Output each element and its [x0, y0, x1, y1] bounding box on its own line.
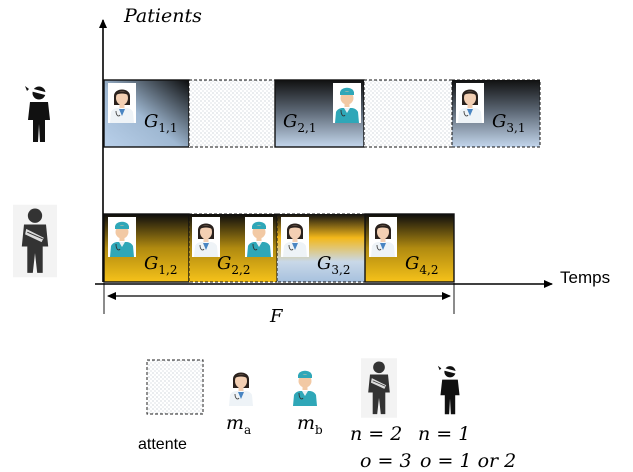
- task-block: G1,1: [103, 79, 190, 148]
- task-label: G1,2: [144, 253, 177, 277]
- legend-patient2-n: n = 2: [350, 423, 402, 445]
- task-label: G4,2: [405, 253, 438, 277]
- task-label: G1,1: [144, 111, 177, 135]
- legend-doctor-b: mb: [297, 412, 323, 437]
- task-label: G3,2: [317, 253, 350, 277]
- legend-wait-swatch: [146, 359, 204, 415]
- legend-doctor-b-icon: [291, 366, 319, 406]
- patient-bandaged-icon: [25, 86, 50, 142]
- x-axis-label: Temps: [560, 268, 610, 287]
- task-label: G3,1: [492, 111, 525, 135]
- y-axis-label: Patients: [123, 5, 202, 27]
- wait-block: [363, 79, 453, 148]
- task-label: G2,2: [217, 253, 250, 277]
- doctor-man-icon: [333, 83, 361, 123]
- legend-patient1-n: n = 1: [418, 423, 470, 445]
- doctor-woman-icon: [369, 217, 397, 257]
- task-block: G1,2: [103, 213, 190, 283]
- doctor-man-icon: [108, 217, 136, 257]
- span-label: F: [269, 306, 284, 327]
- legend-patient1-o: o = 1 or 2: [420, 450, 516, 472]
- patient-1-row: G1,1 G2,1 G3,1: [103, 79, 541, 148]
- doctor-woman-icon: [281, 217, 309, 257]
- legend-doctor-a-icon: [227, 366, 255, 406]
- wait-block: [188, 79, 276, 148]
- task-block: G2,1: [274, 79, 365, 148]
- doctor-woman-icon: [456, 83, 484, 123]
- task-block: G2,2: [188, 213, 278, 283]
- patient-sling-icon: [13, 204, 57, 278]
- legend-wait-label: attente: [138, 436, 187, 453]
- task-label: G2,1: [283, 111, 316, 135]
- task-block: G4,2: [364, 213, 455, 283]
- legend-doctor-a: ma: [226, 412, 251, 437]
- legend-patient2-o: o = 3: [360, 450, 412, 472]
- doctor-man-icon: [245, 217, 273, 257]
- legend: attente ma mb n = 2 n = 1 o = 3 o = 1 or…: [138, 358, 516, 472]
- doctor-woman-icon: [108, 83, 136, 123]
- task-block: G3,2: [276, 213, 366, 283]
- task-rect: [188, 79, 276, 148]
- legend-patient-bandaged-icon: [437, 365, 460, 415]
- task-block: G3,1: [451, 79, 541, 148]
- task-rect: [363, 79, 453, 148]
- patient-2-row: G1,2 G2,2 G3,2 G4,2: [103, 213, 455, 283]
- legend-patient-sling-icon: [361, 358, 397, 418]
- doctor-woman-icon: [192, 217, 220, 257]
